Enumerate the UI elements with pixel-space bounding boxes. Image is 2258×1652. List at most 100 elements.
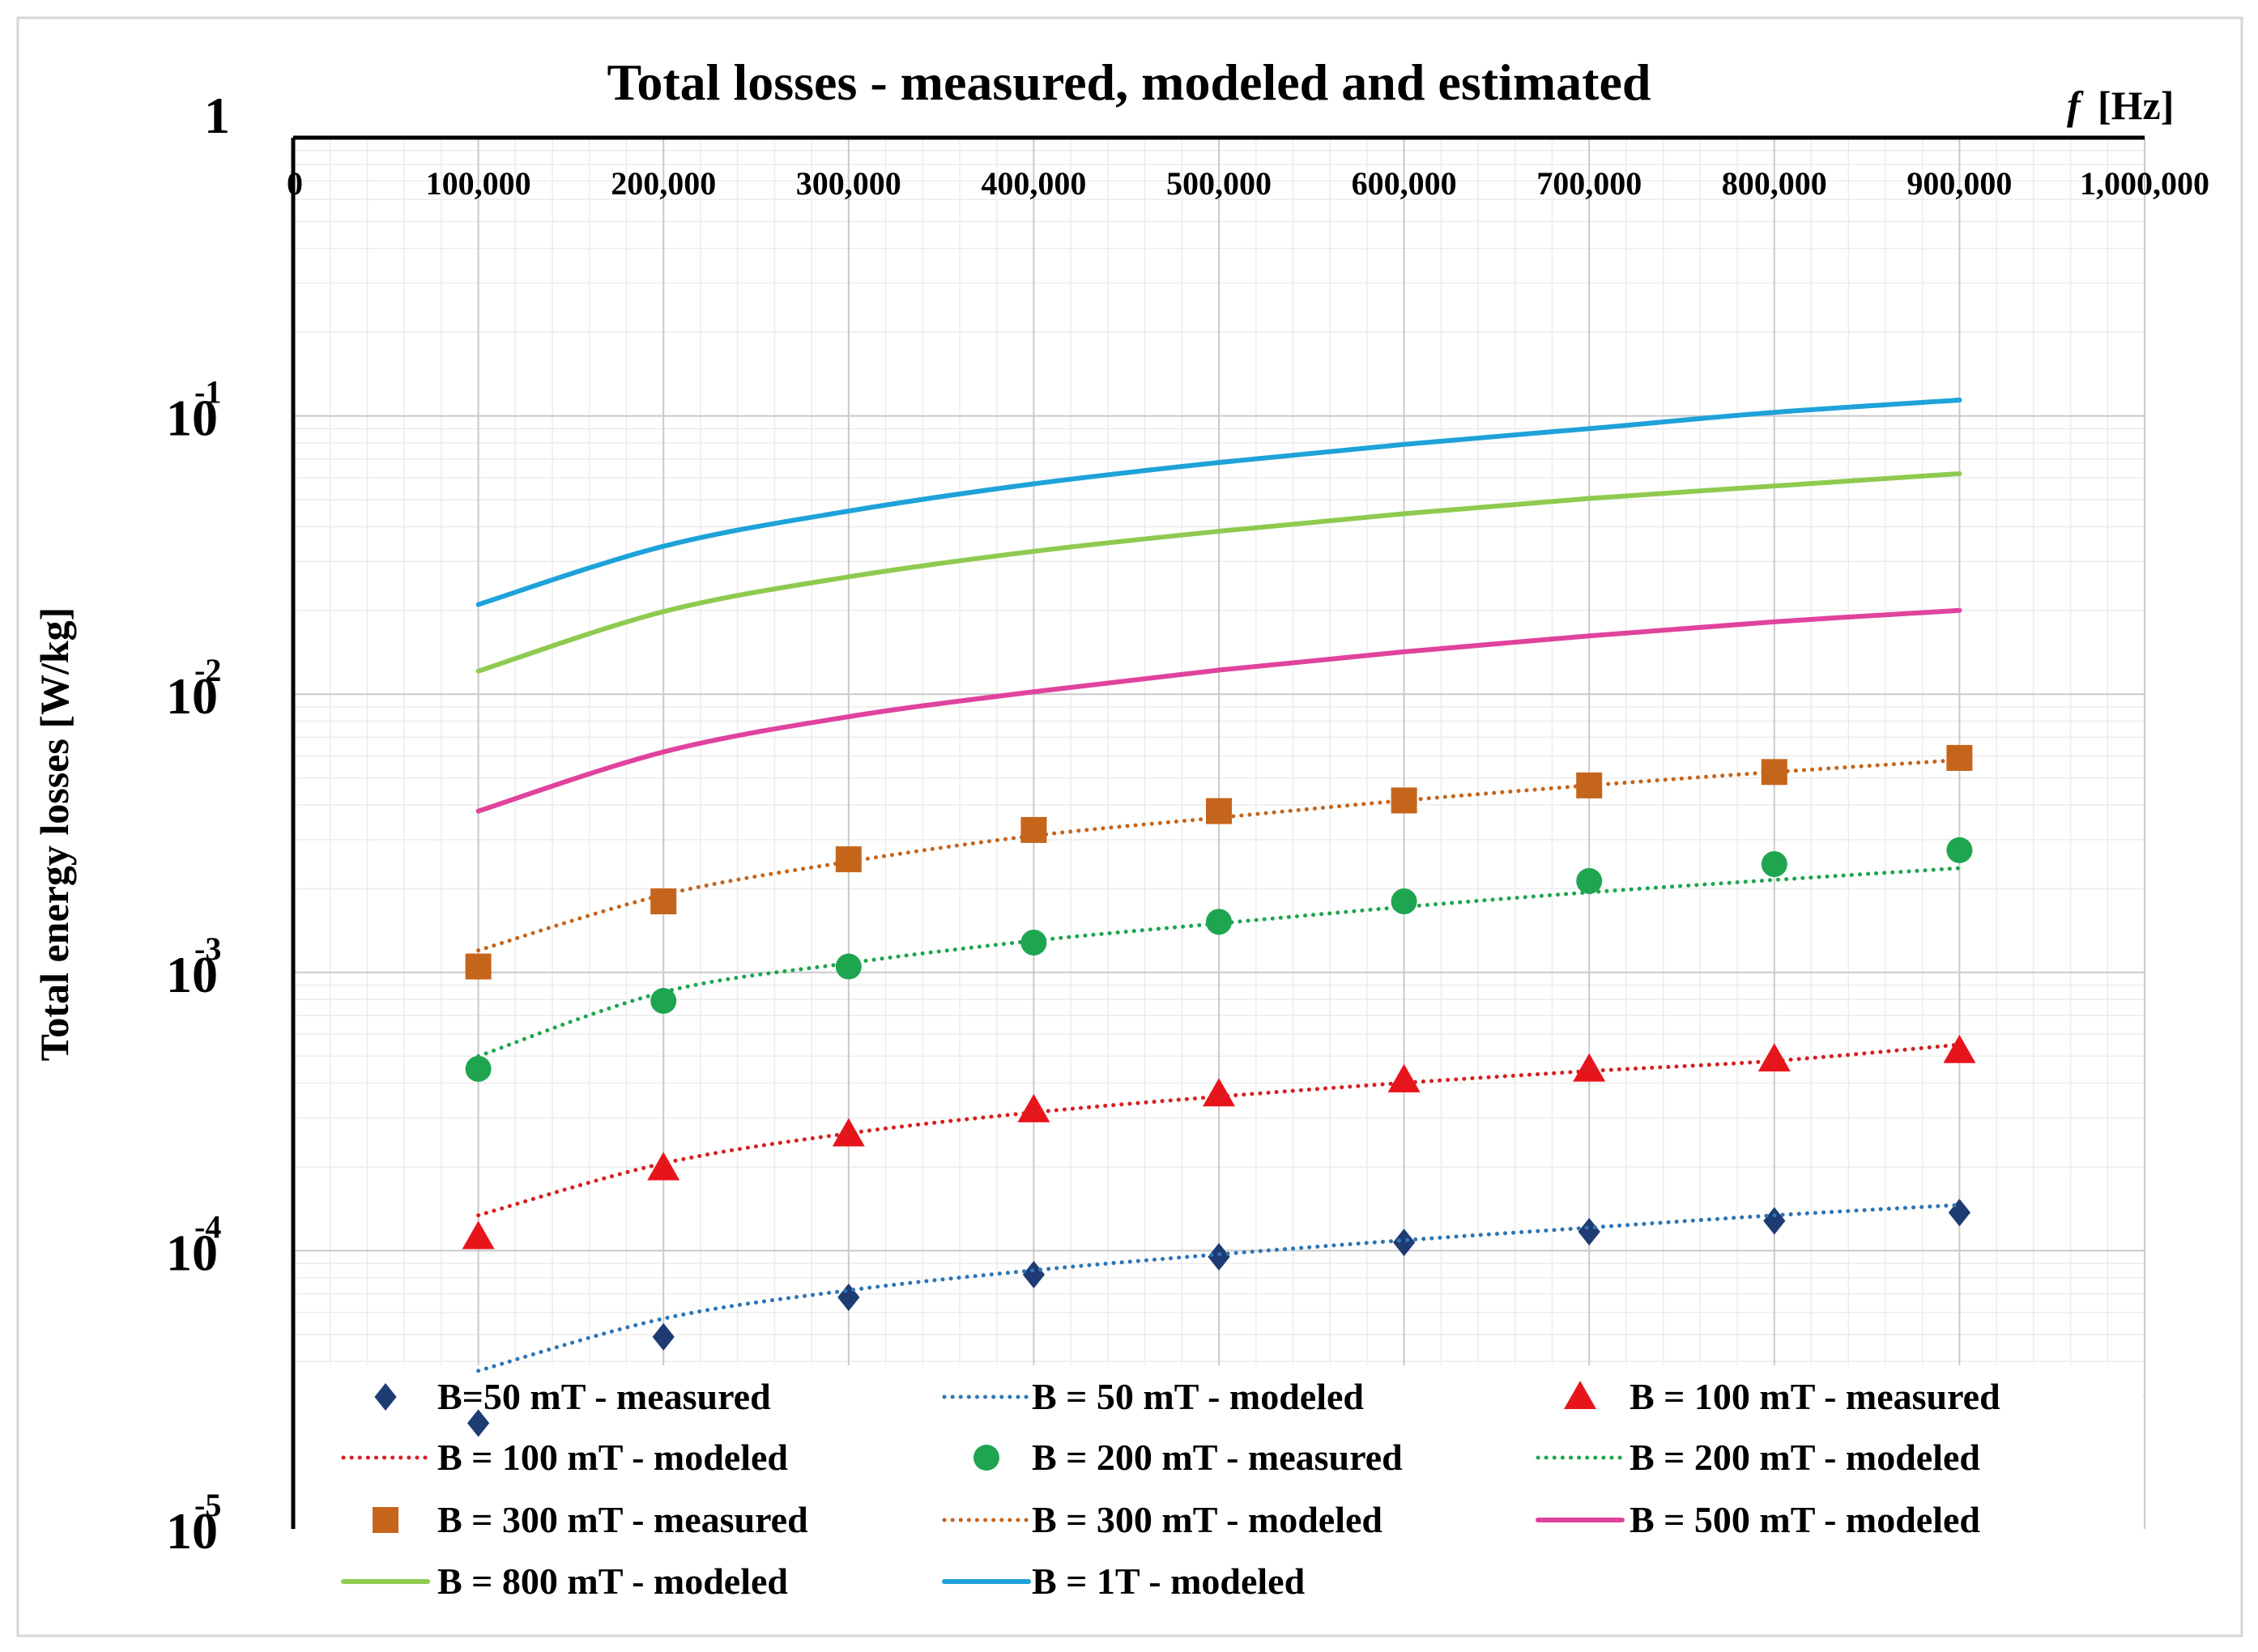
y-tick-base: 10 xyxy=(166,390,218,447)
data-point xyxy=(1576,867,1603,894)
legend-item: B = 100 mT - modeled xyxy=(341,1437,788,1478)
series-b-500-mt-modeled xyxy=(475,607,1962,814)
legend-label: B=50 mT - measured xyxy=(437,1376,771,1417)
y-tick-label: 10-3 xyxy=(166,930,221,1003)
data-point xyxy=(835,953,862,980)
x-tick-label: 0 xyxy=(287,165,303,202)
data-point xyxy=(1391,888,1417,915)
series-b-200-mt-modeled xyxy=(476,866,1962,1058)
legend-label: B = 100 mT - modeled xyxy=(437,1437,788,1478)
legend-swatch xyxy=(1564,1381,1596,1409)
data-point xyxy=(650,888,677,915)
data-point xyxy=(652,1322,675,1351)
series-b-100-mt-modeled xyxy=(476,1042,1962,1218)
chart-title: Total losses - measured, modeled and est… xyxy=(607,53,1651,111)
x-tick-label: 500,000 xyxy=(1166,165,1272,202)
legend-item: B = 800 mT - modeled xyxy=(341,1560,788,1602)
x-tick-labels: 0 100,000 200,000 300,000 400,000 500,000 600,… xyxy=(287,165,2209,202)
legend-label: B = 800 mT - modeled xyxy=(437,1560,788,1602)
data-point xyxy=(1761,851,1787,878)
y-tick-label: 10-1 xyxy=(166,374,221,447)
data-point xyxy=(1022,1261,1045,1289)
series-line xyxy=(475,607,1962,814)
y-tick-label: 10-2 xyxy=(166,652,221,725)
y-tick-label: 10-5 xyxy=(166,1487,221,1560)
data-point xyxy=(1946,744,1973,771)
y-tick-base: 1 xyxy=(204,87,230,144)
legend-swatch xyxy=(973,1445,999,1471)
data-point xyxy=(832,1118,865,1147)
data-point xyxy=(1020,929,1047,956)
series-line xyxy=(475,470,1962,674)
legend-item: B=50 mT - measured xyxy=(374,1376,771,1417)
x-tick-label: 100,000 xyxy=(426,165,531,202)
legend-item: B = 200 mT - modeled xyxy=(1536,1437,1980,1478)
series-layer xyxy=(462,398,1976,1437)
data-point xyxy=(1578,1217,1600,1245)
legend-item: B = 50 mT - modeled xyxy=(942,1376,1364,1417)
y-tick-base: 10 xyxy=(166,667,218,725)
x-tick-label: 400,000 xyxy=(981,165,1086,202)
data-point xyxy=(1393,1228,1416,1257)
y-axis-label: Total energy losses [W/kg] xyxy=(32,607,77,1062)
data-point xyxy=(467,1409,490,1437)
legend-item: B = 500 mT - modeled xyxy=(1536,1499,1980,1540)
x-tick-label: 300,000 xyxy=(796,165,901,202)
series-b-1t-modeled xyxy=(475,398,1962,607)
legend-swatch xyxy=(373,1507,398,1533)
legend-item: B = 200 mT - measured xyxy=(973,1437,1403,1478)
series-b-800-mt-modeled xyxy=(475,470,1962,674)
minor-grid xyxy=(293,138,2145,1529)
series-line xyxy=(476,1203,1962,1373)
legend-label: B = 500 mT - modeled xyxy=(1630,1499,1980,1540)
x-tick-label: 900,000 xyxy=(1907,165,2012,202)
series-b-50-mt-modeled xyxy=(476,1203,1962,1373)
legend-swatch xyxy=(374,1383,397,1411)
x-tick-label: 1,000,000 xyxy=(2080,165,2209,202)
data-point xyxy=(1757,1043,1791,1072)
series-b-100-mt-measured xyxy=(462,1034,1976,1250)
legend-label: B = 200 mT - modeled xyxy=(1630,1437,1980,1478)
legend-label: B = 100 mT - measured xyxy=(1630,1376,2000,1417)
legend-label: B = 300 mT - measured xyxy=(437,1499,808,1540)
data-point xyxy=(1017,1093,1050,1122)
x-tick-label: 200,000 xyxy=(611,165,716,202)
data-point xyxy=(1576,772,1603,798)
data-point xyxy=(1206,909,1232,935)
y-tick-labels: 110-110-210-310-410-5 xyxy=(166,87,230,1560)
data-point xyxy=(462,1220,495,1250)
y-tick-label: 1 xyxy=(204,87,230,144)
data-point xyxy=(835,846,862,873)
legend-label: B = 200 mT - measured xyxy=(1032,1437,1403,1478)
y-tick-exponent: -2 xyxy=(194,652,221,688)
x-tick-label: 700,000 xyxy=(1536,165,1642,202)
data-point xyxy=(1208,1243,1230,1271)
series-line xyxy=(476,757,1962,953)
data-point xyxy=(1763,1207,1786,1235)
legend-background xyxy=(296,1365,2142,1600)
data-point xyxy=(1203,1078,1235,1107)
series-b-300-mt-modeled xyxy=(476,757,1962,953)
x-axis-label: f [Hz] xyxy=(2067,83,2174,128)
x-axis-label-unit: [Hz] xyxy=(2098,83,2174,128)
legend-item: B = 300 mT - measured xyxy=(373,1499,808,1540)
y-tick-exponent: -1 xyxy=(194,374,221,411)
data-point xyxy=(1761,759,1787,786)
data-point xyxy=(465,953,492,980)
y-tick-base: 10 xyxy=(166,1224,218,1281)
data-point xyxy=(647,1152,680,1181)
series-b-300-mt-measured xyxy=(465,744,1973,980)
x-tick-label: 800,000 xyxy=(1722,165,1827,202)
legend-item: B = 1T - modeled xyxy=(942,1560,1306,1602)
legend-item: B = 100 mT - measured xyxy=(1564,1376,2000,1417)
data-point xyxy=(1387,1063,1421,1092)
legend-label: B = 300 mT - modeled xyxy=(1032,1499,1382,1540)
data-point xyxy=(1573,1053,1606,1082)
y-tick-exponent: -4 xyxy=(194,1208,221,1245)
data-point xyxy=(465,1055,492,1082)
data-point xyxy=(1946,837,1973,863)
legend-item: B = 300 mT - modeled xyxy=(942,1499,1382,1540)
y-tick-exponent: -5 xyxy=(194,1487,221,1523)
series-b-50-mt-measured xyxy=(467,1199,1970,1437)
